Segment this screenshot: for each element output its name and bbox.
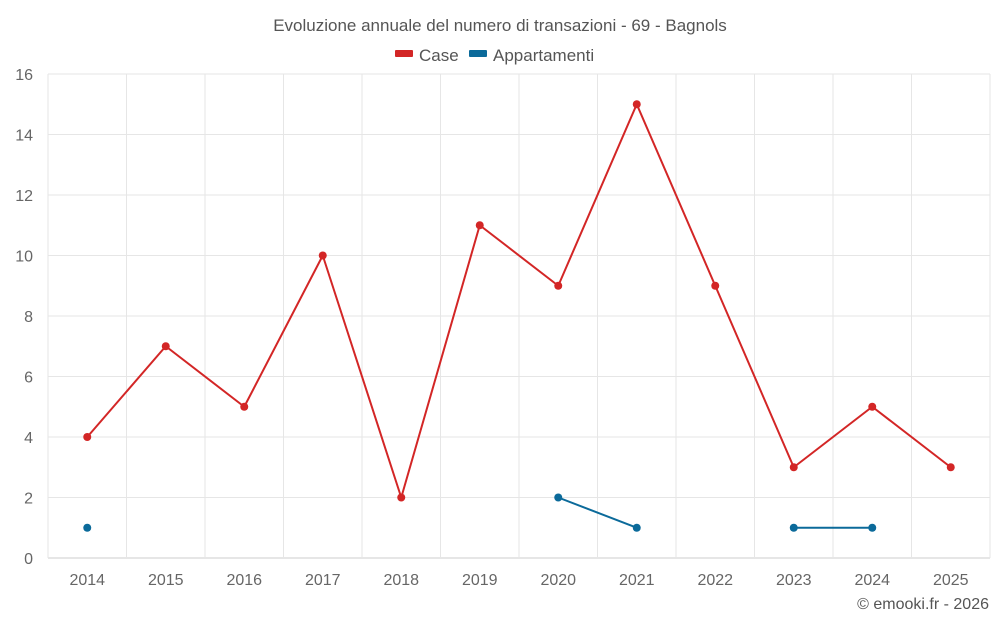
x-tick-label: 2016 bbox=[226, 572, 262, 589]
series-0 bbox=[83, 100, 955, 502]
data-point[interactable] bbox=[789, 523, 798, 532]
data-point[interactable] bbox=[161, 342, 170, 351]
series bbox=[83, 100, 955, 532]
grid bbox=[47, 73, 991, 559]
y-axis-ticks: 0 2 4 6 8 10 12 14 16 bbox=[15, 67, 33, 568]
data-point[interactable] bbox=[632, 100, 641, 109]
data-point[interactable] bbox=[711, 281, 720, 290]
data-point[interactable] bbox=[632, 523, 641, 532]
x-tick-label: 2022 bbox=[697, 572, 733, 589]
legend-swatch-case bbox=[395, 50, 413, 57]
y-tick-label: 8 bbox=[24, 309, 33, 326]
x-tick-label: 2021 bbox=[619, 572, 655, 589]
legend[interactable]: Case Appartamenti bbox=[395, 46, 594, 65]
legend-swatch-appartamenti bbox=[469, 50, 487, 57]
x-tick-label: 2015 bbox=[148, 572, 184, 589]
x-tick-label: 2024 bbox=[854, 572, 890, 589]
legend-label-case[interactable]: Case bbox=[419, 46, 459, 65]
y-tick-label: 10 bbox=[15, 249, 33, 266]
chart-title: Evoluzione annuale del numero di transaz… bbox=[273, 16, 727, 35]
y-tick-label: 14 bbox=[15, 128, 33, 145]
data-point[interactable] bbox=[83, 523, 92, 532]
series-line bbox=[86, 103, 952, 499]
x-tick-label: 2019 bbox=[462, 572, 498, 589]
data-point[interactable] bbox=[397, 493, 406, 502]
y-tick-label: 12 bbox=[15, 188, 33, 205]
credit-text: © emooki.fr - 2026 bbox=[857, 596, 989, 613]
y-tick-label: 16 bbox=[15, 67, 33, 84]
y-tick-label: 2 bbox=[24, 491, 33, 508]
data-point[interactable] bbox=[475, 221, 484, 230]
data-point[interactable] bbox=[318, 251, 327, 260]
y-tick-label: 0 bbox=[24, 551, 33, 568]
y-tick-label: 4 bbox=[24, 430, 33, 447]
data-point[interactable] bbox=[83, 433, 92, 441]
series-1 bbox=[83, 493, 877, 532]
x-tick-label: 2014 bbox=[69, 572, 105, 589]
x-tick-label: 2023 bbox=[776, 572, 812, 589]
x-tick-label: 2025 bbox=[933, 572, 969, 589]
data-point[interactable] bbox=[789, 463, 798, 472]
data-point[interactable] bbox=[868, 523, 877, 532]
data-point[interactable] bbox=[868, 402, 877, 411]
x-tick-label: 2018 bbox=[383, 572, 419, 589]
series-line bbox=[557, 496, 638, 529]
data-point[interactable] bbox=[946, 463, 955, 472]
data-point[interactable] bbox=[554, 281, 563, 290]
x-axis-ticks: 2014 2015 2016 2017 2018 2019 2020 2021 2022 2023… bbox=[69, 572, 968, 589]
legend-label-appartamenti[interactable]: Appartamenti bbox=[493, 46, 594, 65]
x-tick-label: 2017 bbox=[305, 572, 341, 589]
data-point[interactable] bbox=[554, 493, 563, 502]
x-tick-label: 2020 bbox=[540, 572, 576, 589]
data-point[interactable] bbox=[240, 402, 249, 411]
y-tick-label: 6 bbox=[24, 370, 33, 387]
